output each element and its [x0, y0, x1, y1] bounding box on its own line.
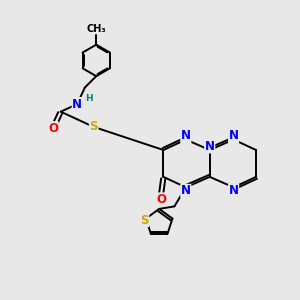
Text: N: N — [229, 130, 238, 142]
Text: N: N — [181, 184, 191, 197]
Text: S: S — [140, 214, 149, 226]
Text: O: O — [156, 193, 166, 206]
Text: N: N — [72, 98, 82, 111]
Text: CH₃: CH₃ — [86, 24, 106, 34]
Text: N: N — [181, 130, 191, 142]
Text: N: N — [229, 184, 238, 197]
Text: N: N — [205, 140, 215, 153]
Text: H: H — [85, 94, 92, 103]
Text: O: O — [48, 122, 58, 135]
Text: S: S — [89, 120, 98, 134]
